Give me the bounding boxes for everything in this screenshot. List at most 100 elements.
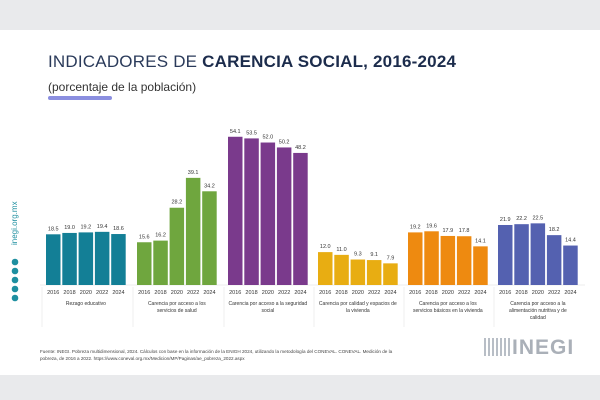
data-label: 48.2 [295,145,306,151]
year-tick-label: 2024 [294,290,306,296]
year-tick-label: 2024 [112,290,124,296]
social-icon[interactable] [11,285,19,293]
year-tick-label: 2022 [458,290,470,296]
bar [260,142,276,285]
data-label: 54.1 [230,129,241,135]
year-tick-label: 2018 [515,290,527,296]
data-label: 53.5 [246,130,257,136]
category-label: social [261,308,274,314]
year-tick-label: 2020 [262,290,274,296]
bar [169,207,185,285]
inegi-logo: INEGI [484,336,574,360]
data-label: 17.8 [459,228,470,234]
year-tick-label: 2016 [47,290,59,296]
bar [293,152,308,285]
data-label: 14.1 [475,238,486,244]
data-label: 16.2 [155,233,166,239]
bar [473,246,488,285]
bar [228,136,243,285]
data-label: 19.6 [426,223,437,229]
year-tick-label: 2022 [187,290,199,296]
category-label: servicios de salud [157,308,197,314]
title-bold: CARENCIA SOCIAL, 2016-2024 [202,52,457,71]
bar [46,234,61,285]
bar [111,234,126,285]
year-tick-label: 2018 [154,290,166,296]
category-label: alimentación nutritiva y de [509,308,567,314]
year-tick-label: 2022 [278,290,290,296]
subtitle-underline [48,96,112,100]
year-tick-label: 2016 [409,290,421,296]
year-tick-label: 2018 [245,290,257,296]
category-label: Rezago educativo [66,301,106,307]
year-tick-label: 2024 [203,290,215,296]
year-tick-label: 2020 [352,290,364,296]
data-label: 39.1 [188,170,199,176]
category-label: Carencia por acceso a la seguridad [229,301,308,307]
year-tick-label: 2020 [80,290,92,296]
year-tick-label: 2022 [548,290,560,296]
bar [440,235,456,285]
bar [350,259,366,285]
year-tick-label: 2020 [532,290,544,296]
year-tick-label: 2020 [442,290,454,296]
source-note: Fuente: INEGI. Pobreza multidimensional,… [40,349,393,361]
data-label: 11.0 [336,247,346,253]
year-tick-label: 2016 [138,290,150,296]
year-tick-label: 2024 [384,290,396,296]
category-label: calidad [530,315,546,321]
bar [185,177,201,285]
social-icon[interactable] [11,276,19,284]
social-icon[interactable] [11,294,19,302]
data-label: 12.0 [320,244,331,250]
data-label: 9.1 [370,252,378,258]
data-label: 7.9 [387,255,395,261]
data-label: 18.6 [113,226,124,232]
year-tick-label: 2020 [171,290,183,296]
year-tick-label: 2018 [63,290,75,296]
data-label: 15.6 [139,234,150,240]
bar [78,232,94,285]
data-label: 22.5 [532,215,543,221]
chart-title: INDICADORES DE CARENCIA SOCIAL, 2016-202… [48,52,456,72]
data-label: 28.2 [171,200,182,206]
bar [94,231,110,285]
category-label: servicios básicos en la vivienda [413,308,483,314]
bar [334,254,349,285]
category-label: Carencia por calidad y espacios de [319,301,397,307]
bar [366,260,382,285]
year-tick-label: 2022 [368,290,380,296]
data-label: 52.0 [262,135,273,141]
bar [383,263,398,285]
bar [318,252,333,285]
category-label: Carencia por acceso a los [148,301,206,307]
year-tick-label: 2024 [564,290,576,296]
data-label: 34.2 [204,183,215,189]
category-label: Carencia por acceso a la [510,301,566,307]
category-label: Carencia por acceso a los [419,301,477,307]
bar [563,245,578,285]
social-icon[interactable] [11,258,19,266]
logo-mark-icon [484,338,510,356]
bar [514,224,529,285]
data-label: 19.4 [97,224,108,230]
data-label: 17.9 [442,228,453,234]
data-label: 22.2 [516,216,527,222]
bar [424,231,439,285]
year-tick-label: 2018 [425,290,437,296]
data-label: 9.3 [354,252,362,258]
data-label: 14.4 [565,238,576,244]
title-plain: INDICADORES DE [48,52,203,71]
year-tick-label: 2016 [319,290,331,296]
chart-subtitle: (porcentaje de la población) [48,80,197,94]
bar [202,191,217,285]
bar [456,236,472,285]
bar [244,138,259,285]
bar [137,242,152,285]
year-tick-label: 2016 [499,290,511,296]
bar [153,240,168,285]
data-label: 18.2 [549,227,560,233]
social-icon[interactable] [11,267,19,275]
data-label: 50.2 [279,139,290,145]
